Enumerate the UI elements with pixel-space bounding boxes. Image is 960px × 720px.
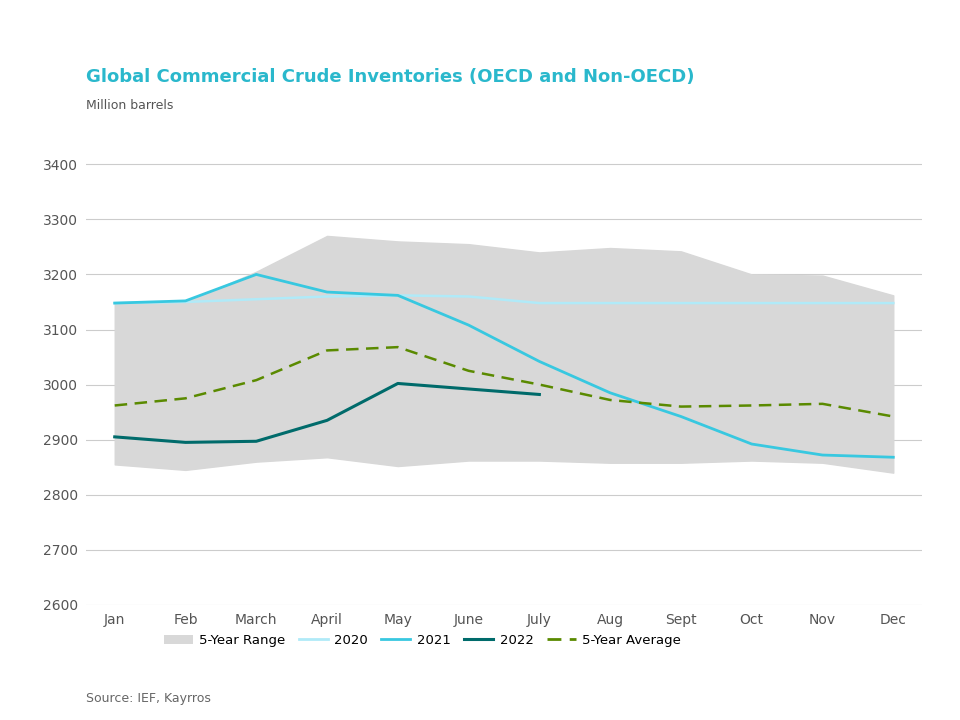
Text: Global Commercial Crude Inventories (OECD and Non-OECD): Global Commercial Crude Inventories (OEC…	[86, 68, 695, 86]
Text: Million barrels: Million barrels	[86, 99, 174, 112]
Legend: 5-Year Range, 2020, 2021, 2022, 5-Year Average: 5-Year Range, 2020, 2021, 2022, 5-Year A…	[158, 629, 686, 652]
Text: Source: IEF, Kayrros: Source: IEF, Kayrros	[86, 692, 211, 705]
